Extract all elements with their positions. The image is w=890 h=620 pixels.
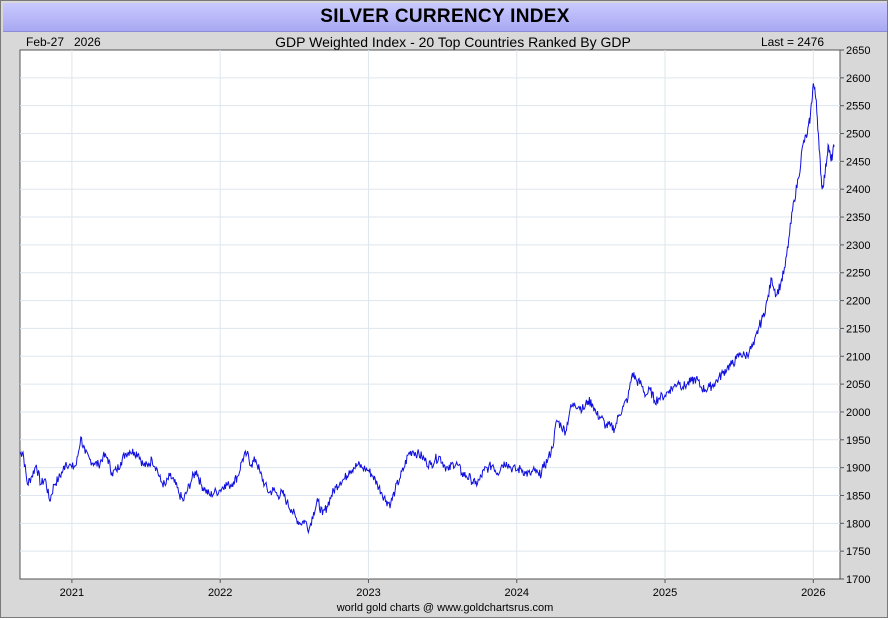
last-value: Last = 2476 (761, 35, 824, 49)
x-tick-label: 2021 (60, 587, 84, 599)
title-bar: SILVER CURRENCY INDEX (3, 3, 887, 32)
x-tick-label: 2023 (356, 587, 380, 599)
y-tick-label: 2500 (846, 129, 870, 141)
y-tick-label: 2000 (846, 407, 870, 419)
x-tick-label: 2026 (801, 587, 825, 599)
y-tick-label: 1700 (846, 574, 870, 586)
chart-title: SILVER CURRENCY INDEX (320, 6, 570, 27)
x-axis-ticks: 2021 2022 2023 2024 2025 2026 (60, 579, 826, 599)
header-year: 2026 (74, 35, 101, 49)
footer-credit: world gold charts @ www.goldchartsrus.co… (336, 602, 554, 614)
y-tick-label: 1950 (846, 435, 870, 447)
chart-subtitle: GDP Weighted Index - 20 Top Countries Ra… (275, 34, 631, 50)
y-tick-label: 2550 (846, 101, 870, 113)
y-tick-label: 2250 (846, 268, 870, 280)
y-tick-label: 2300 (846, 240, 870, 252)
y-tick-label: 2600 (846, 73, 870, 85)
y-tick-label: 1800 (846, 518, 870, 530)
y-tick-label: 1900 (846, 463, 870, 475)
plot-area (19, 49, 841, 580)
y-tick-label: 2450 (846, 156, 870, 168)
y-tick-label: 2050 (846, 379, 870, 391)
y-tick-label: 2400 (846, 184, 870, 196)
header-date: Feb-27 (26, 35, 64, 49)
y-tick-label: 1850 (846, 490, 870, 502)
index-line (19, 83, 835, 535)
y-tick-label: 2200 (846, 296, 870, 308)
y-tick-label: 1750 (846, 546, 870, 558)
x-tick-label: 2025 (653, 587, 677, 599)
y-tick-label: 2100 (846, 351, 870, 363)
y-tick-label: 2650 (846, 45, 870, 57)
y-tick-label: 2150 (846, 323, 870, 335)
x-tick-label: 2022 (208, 587, 232, 599)
x-tick-label: 2024 (505, 587, 529, 599)
y-tick-label: 2350 (846, 212, 870, 224)
y-axis-ticks: 1700 1750 1800 1850 1900 1950 2000 2050 2100 2150… (840, 45, 870, 586)
